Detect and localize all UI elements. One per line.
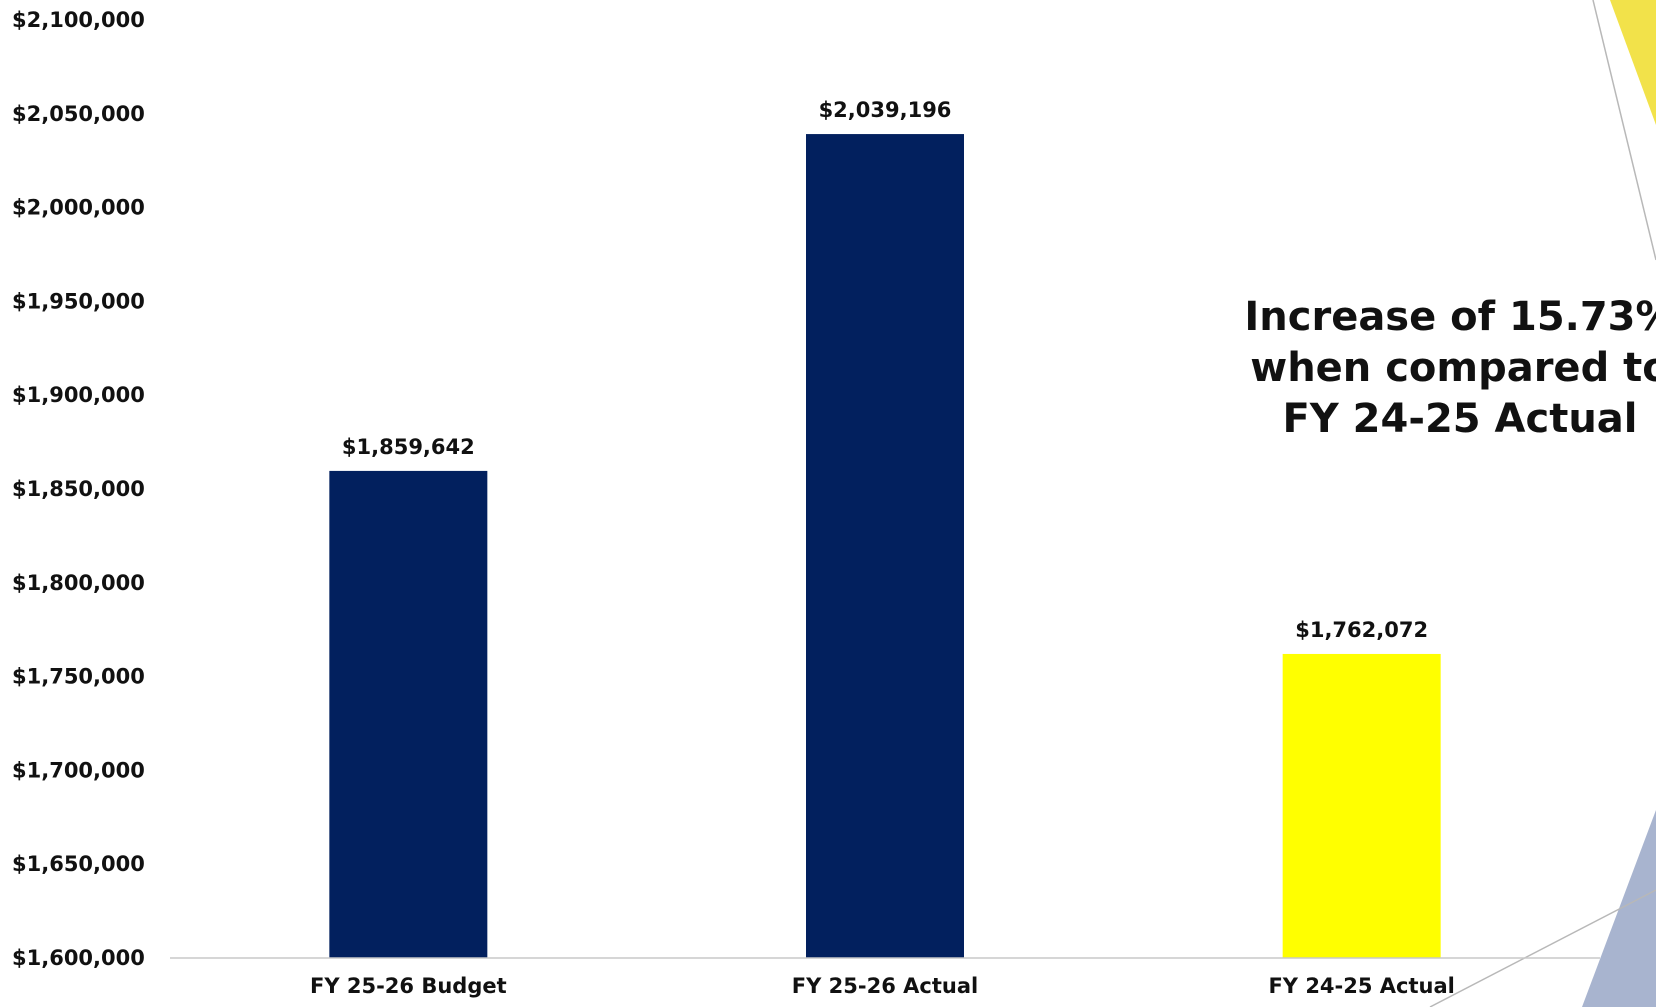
- bar: [806, 134, 964, 958]
- y-tick-label: $1,650,000: [12, 852, 145, 876]
- y-tick-label: $1,900,000: [12, 383, 145, 407]
- bar-value-label: $1,762,072: [1295, 618, 1428, 642]
- annotation-line-2: when compared to: [1250, 345, 1656, 391]
- y-tick-label: $1,600,000: [12, 946, 145, 970]
- increase-annotation: Increase of 15.73% when compared to FY 2…: [1240, 292, 1656, 445]
- x-axis: FY 25-26 Budget FY 25-26 Actual FY 24-25 A…: [170, 957, 1600, 998]
- y-tick-label: $1,700,000: [12, 758, 145, 782]
- y-tick-label: $1,800,000: [12, 571, 145, 595]
- y-axis: $1,600,000 $1,650,000 $1,700,000 $1,750,000…: [12, 8, 145, 970]
- bar-series: $1,859,642 $2,039,196 $1,762,072: [329, 98, 1441, 958]
- y-tick-label: $1,850,000: [12, 477, 145, 501]
- bar: [1282, 653, 1441, 958]
- x-tick-label: FY 25-26 Budget: [310, 974, 507, 998]
- y-tick-label: $2,000,000: [12, 196, 145, 220]
- x-tick-label: FY 25-26 Actual: [792, 974, 978, 998]
- annotation-line-3: FY 24-25 Actual: [1282, 396, 1638, 442]
- bar: [329, 470, 488, 958]
- y-tick-label: $2,050,000: [12, 102, 145, 126]
- bar-value-label: $2,039,196: [819, 98, 952, 122]
- y-tick-label: $1,750,000: [12, 665, 145, 689]
- y-tick-label: $1,950,000: [12, 289, 145, 313]
- y-tick-label: $2,100,000: [12, 8, 145, 32]
- x-tick-label: FY 24-25 Actual: [1268, 974, 1454, 998]
- bar-value-label: $1,859,642: [342, 435, 475, 459]
- annotation-line-1: Increase of 15.73%: [1244, 294, 1656, 340]
